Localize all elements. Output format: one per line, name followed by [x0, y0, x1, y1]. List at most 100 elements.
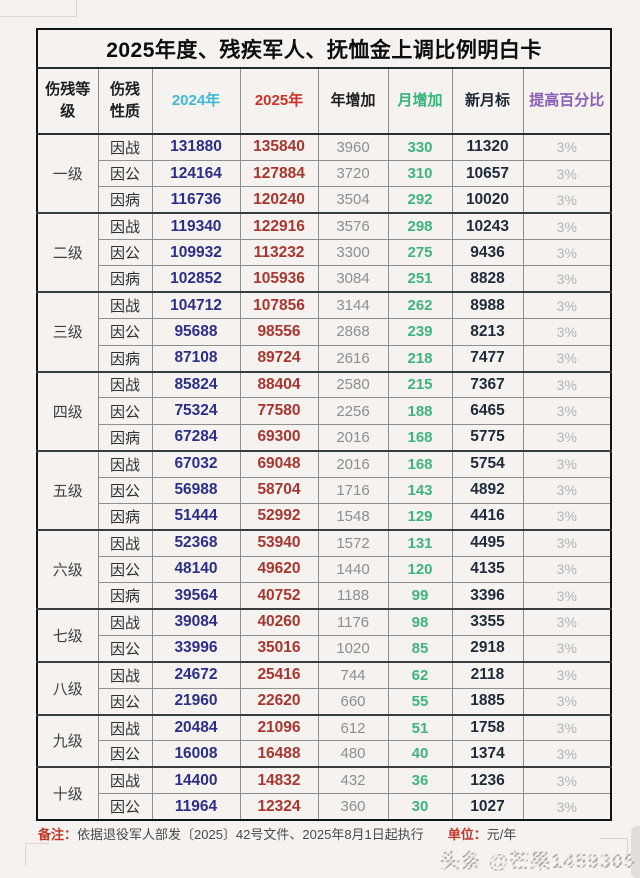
nature-cell: 因战: [97, 713, 153, 742]
annual-cell: 2016: [317, 449, 389, 478]
table-row: 因公 95688 98556 2868 239 8213 3%: [37, 318, 612, 346]
y2025-cell: 113232: [239, 239, 319, 267]
table-row: 七级 因战 39084 40260 1176 98 3355 3%: [36, 608, 612, 663]
annual-cell: 1572: [317, 528, 389, 557]
monthly-cell: 85: [387, 634, 453, 663]
pct-cell: 3%: [522, 344, 612, 373]
y2024-cell: 11964: [151, 793, 241, 821]
pct-cell: 3%: [522, 660, 612, 689]
annual-cell: 1440: [317, 555, 389, 584]
monthly-cell: 168: [387, 423, 453, 452]
annual-cell: 2580: [317, 370, 389, 399]
annual-cell: 1020: [317, 634, 389, 663]
note-text: 依据退役军人部发〔2025〕42号文件、2025年8月1日起执行: [77, 827, 424, 842]
new_monthly-cell: 5754: [451, 449, 524, 478]
new_monthly-cell: 10243: [451, 212, 524, 241]
annual-cell: 660: [317, 687, 389, 716]
annual-cell: 432: [317, 766, 389, 795]
nature-cell: 因战: [97, 766, 153, 795]
footnote: 备注：依据退役军人部发〔2025〕42号文件、2025年8月1日起执行 单位：元/…: [38, 824, 612, 843]
monthly-cell: 168: [387, 449, 453, 478]
new_monthly-cell: 7477: [451, 344, 524, 373]
y2025-cell: 69048: [239, 449, 319, 478]
pct-cell: 3%: [522, 634, 612, 663]
monthly-cell: 62: [387, 660, 453, 689]
monthly-cell: 36: [387, 766, 453, 795]
table-row: 因公 124164 127884 3720 310 10657 3%: [37, 159, 612, 188]
y2024-cell: 75324: [151, 397, 241, 425]
y2024-cell: 131880: [151, 133, 241, 161]
pct-cell: 3%: [522, 555, 612, 584]
new_monthly-cell: 10020: [451, 186, 524, 214]
table-row: 二级 因战 119340 122916 3576 298 10243 3%: [36, 212, 612, 293]
table-row: 六级 因战 52368 53940 1572 131 4495 3%: [36, 528, 612, 610]
y2025-cell: 14832: [239, 766, 319, 795]
annual-cell: 612: [317, 713, 389, 742]
annual-cell: 3144: [317, 291, 389, 320]
y2024-cell: 48140: [151, 555, 241, 584]
y2025-cell: 35016: [239, 634, 319, 663]
watermark: 头条 @芒果1459305: [440, 845, 636, 874]
monthly-cell: 292: [387, 186, 453, 214]
nature-cell: 因公: [97, 555, 153, 584]
pct-cell: 3%: [522, 713, 612, 742]
new_monthly-cell: 6465: [451, 397, 524, 425]
table-row: 三级 因战 104712 107856 3144 262 8988 3%: [36, 291, 612, 373]
level-cell: 八级: [36, 660, 99, 716]
new_monthly-cell: 11320: [451, 133, 524, 161]
pct-cell: 3%: [522, 291, 612, 320]
sheet-grid-line: [627, 838, 628, 858]
nature-cell: 因公: [97, 687, 153, 716]
y2025-cell: 135840: [239, 133, 319, 161]
y2025-cell: 49620: [239, 555, 319, 584]
annual-cell: 3960: [317, 133, 389, 161]
new_monthly-cell: 1374: [451, 740, 524, 768]
y2024-cell: 24672: [151, 660, 241, 689]
y2025-cell: 88404: [239, 370, 319, 399]
monthly-cell: 120: [387, 555, 453, 584]
new_monthly-cell: 8988: [451, 291, 524, 320]
y2025-cell: 40752: [239, 582, 319, 610]
col-header-nature: 伤残性质: [97, 67, 153, 135]
new_monthly-cell: 3396: [451, 582, 524, 610]
scrollbar-hint[interactable]: [631, 826, 640, 878]
y2025-cell: 52992: [239, 502, 319, 531]
new_monthly-cell: 1236: [451, 766, 524, 795]
annual-cell: 3300: [317, 239, 389, 267]
pct-cell: 3%: [522, 793, 612, 821]
y2025-cell: 25416: [239, 660, 319, 689]
nature-cell: 因公: [97, 793, 153, 821]
monthly-cell: 330: [387, 133, 453, 161]
sheet-grid-line: [25, 843, 26, 866]
y2024-cell: 14400: [151, 766, 241, 795]
new_monthly-cell: 4416: [451, 502, 524, 531]
table-row: 因公 56988 58704 1716 143 4892 3%: [37, 476, 612, 504]
monthly-cell: 215: [387, 370, 453, 399]
col-header-pct: 提高百分比: [522, 67, 612, 135]
pct-cell: 3%: [522, 687, 612, 716]
new_monthly-cell: 1885: [451, 687, 524, 716]
pct-cell: 3%: [522, 502, 612, 531]
y2025-cell: 107856: [239, 291, 319, 320]
nature-cell: 因公: [97, 740, 153, 768]
y2024-cell: 20484: [151, 713, 241, 742]
level-cell: 四级: [36, 370, 99, 452]
y2025-cell: 53940: [239, 528, 319, 557]
annual-cell: 2616: [317, 344, 389, 373]
y2025-cell: 21096: [239, 713, 319, 742]
level-cell: 二级: [36, 212, 99, 293]
monthly-cell: 275: [387, 239, 453, 267]
level-cell: 七级: [36, 608, 99, 663]
level-cell: 一级: [36, 133, 99, 214]
sheet-grid-line: [25, 843, 49, 844]
new_monthly-cell: 4135: [451, 555, 524, 584]
y2024-cell: 124164: [151, 159, 241, 188]
table-row: 八级 因战 24672 25416 744 62 2118 3%: [36, 660, 612, 716]
new_monthly-cell: 1758: [451, 713, 524, 742]
nature-cell: 因公: [97, 318, 153, 346]
y2024-cell: 51444: [151, 502, 241, 531]
monthly-cell: 298: [387, 212, 453, 241]
col-header-2025: 2025年: [239, 67, 319, 135]
pct-cell: 3%: [522, 133, 612, 161]
col-header-2024: 2024年: [151, 67, 241, 135]
